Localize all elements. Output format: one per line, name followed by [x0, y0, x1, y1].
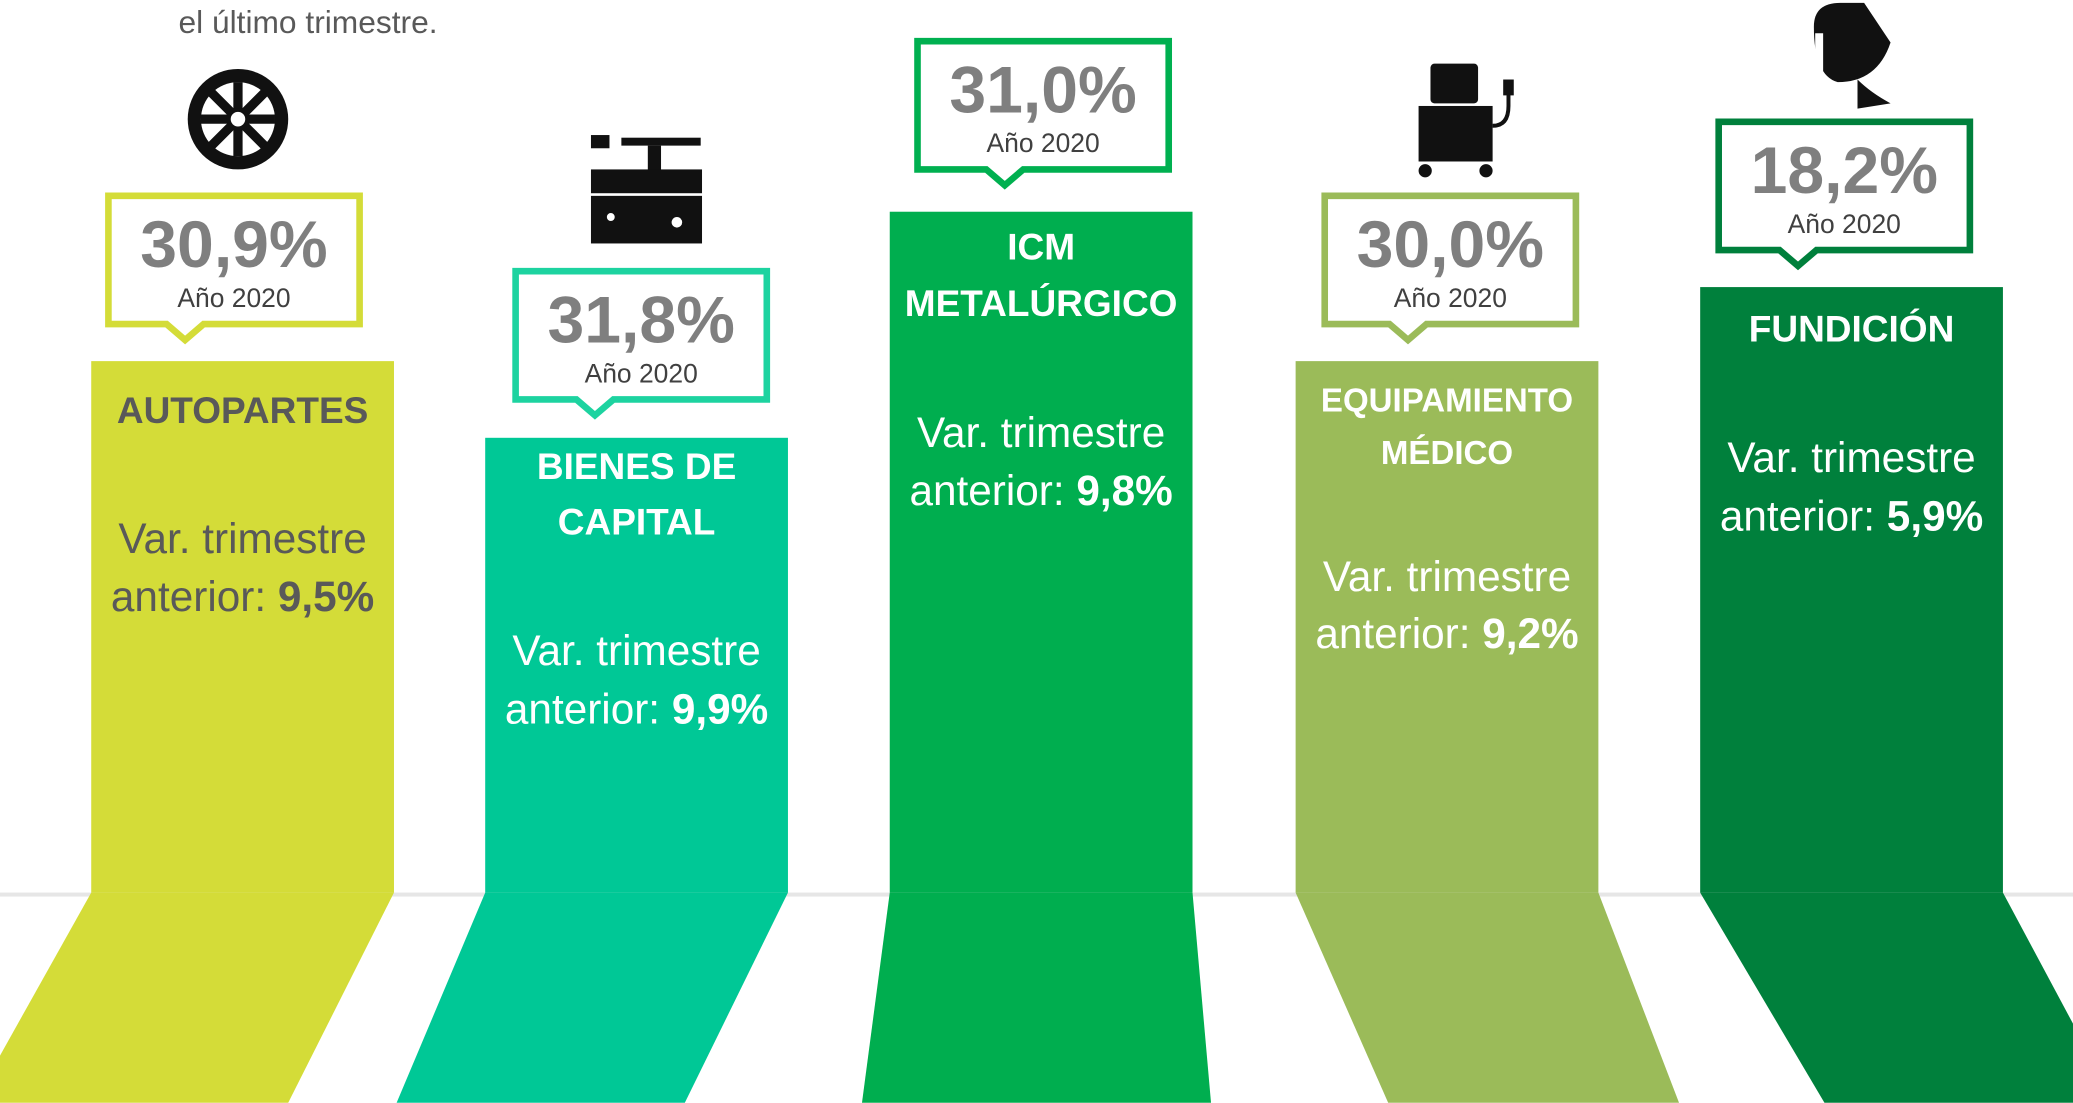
- column: [889, 211, 1193, 893]
- foundry-icon: [1813, 2, 1891, 109]
- callout-year: Año 2020: [177, 283, 290, 313]
- medical-icon: [1418, 63, 1514, 178]
- variation-line: anterior: 9,2%: [1315, 610, 1578, 657]
- variation-line: Var. trimestre: [118, 515, 366, 562]
- column-floor: [1295, 892, 1680, 1103]
- variation-space: [660, 685, 672, 732]
- variation-value: 9,8%: [1076, 467, 1172, 514]
- variation-line: Var. trimestre: [917, 409, 1165, 456]
- variation-value: 9,9%: [672, 685, 768, 732]
- column-title: FUNDICIÓN: [1749, 307, 1955, 349]
- column-title: MÉDICO: [1381, 434, 1513, 472]
- column: [1700, 287, 2003, 893]
- variation-label: anterior:: [1315, 610, 1470, 657]
- variation-line: anterior: 9,8%: [909, 467, 1172, 514]
- variation-label: anterior:: [111, 573, 266, 620]
- variation-space: [1875, 492, 1887, 539]
- callout-box: [1321, 192, 1580, 345]
- variation-space: [1470, 610, 1482, 657]
- column-floor: [1700, 892, 2073, 1103]
- variation-line: Var. trimestre: [1323, 553, 1571, 600]
- variation-line: anterior: 9,9%: [505, 685, 768, 732]
- column-title: CAPITAL: [558, 500, 716, 542]
- callout-box: [512, 267, 771, 420]
- column: [1295, 361, 1599, 893]
- column-floor: [396, 892, 788, 1103]
- variation-space: [266, 573, 278, 620]
- variation-line: Var. trimestre: [512, 627, 760, 674]
- variation-space: [1065, 467, 1077, 514]
- variation-label: anterior:: [909, 467, 1064, 514]
- variation-label: anterior:: [1720, 492, 1875, 539]
- variation-line: Var. trimestre: [1727, 434, 1975, 481]
- callout-value: 30,9%: [140, 208, 327, 282]
- column: [91, 361, 394, 893]
- callout-year: Año 2020: [1394, 283, 1507, 313]
- callout-value: 30,0%: [1357, 208, 1544, 282]
- column-floor: [861, 892, 1212, 1103]
- callout-box: [105, 192, 363, 345]
- column-title: METALÚRGICO: [905, 282, 1178, 324]
- callout-value: 31,8%: [547, 284, 734, 358]
- intro-text: el último trimestre.: [178, 4, 437, 40]
- variation-label: anterior:: [505, 685, 660, 732]
- callout-year: Año 2020: [585, 358, 698, 388]
- variation-line: anterior: 5,9%: [1720, 492, 1983, 539]
- wheel-icon: [187, 68, 289, 170]
- callout-box: [1715, 118, 1974, 271]
- column-floor: [0, 892, 394, 1103]
- column-title: BIENES DE: [537, 445, 736, 487]
- callout-value: 18,2%: [1751, 134, 1938, 208]
- variation-value: 5,9%: [1887, 492, 1983, 539]
- callout-year: Año 2020: [987, 128, 1100, 158]
- variation-value: 9,2%: [1482, 610, 1578, 657]
- variation-value: 9,5%: [278, 573, 374, 620]
- column-title: AUTOPARTES: [117, 389, 368, 431]
- callout-value: 31,0%: [949, 54, 1136, 128]
- variation-line: anterior: 9,5%: [111, 573, 374, 620]
- callout-year: Año 2020: [1788, 209, 1901, 239]
- column-title: ICM: [1007, 225, 1075, 267]
- column-title: EQUIPAMIENTO: [1321, 382, 1573, 419]
- callout-box: [914, 37, 1173, 190]
- column: [485, 437, 788, 893]
- machine-icon: [590, 135, 703, 244]
